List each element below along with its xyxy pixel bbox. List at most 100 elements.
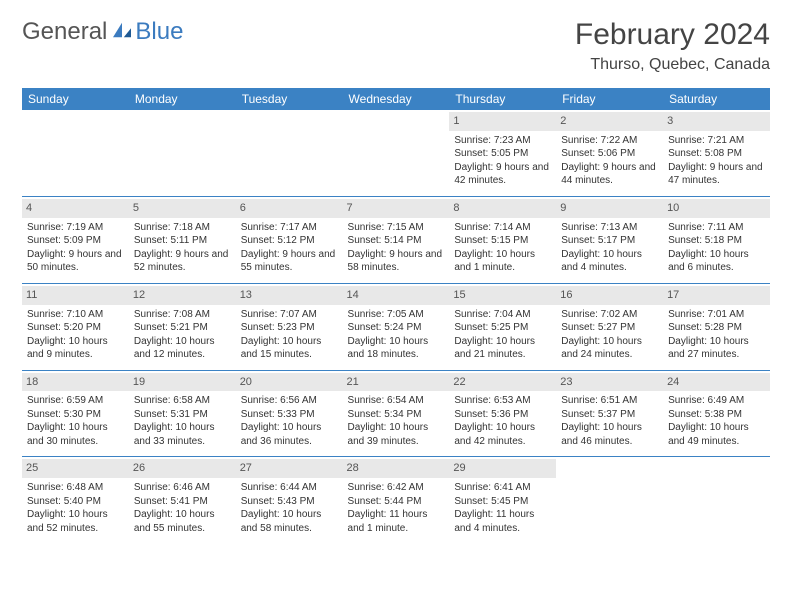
logo-text-general: General: [22, 18, 107, 46]
day-details: Sunrise: 7:17 AMSunset: 5:12 PMDaylight:…: [240, 221, 339, 275]
daylight-text: Daylight: 9 hours and 58 minutes.: [348, 248, 445, 275]
day-details: Sunrise: 7:02 AMSunset: 5:27 PMDaylight:…: [560, 308, 659, 362]
sunset-text: Sunset: 5:21 PM: [134, 321, 231, 335]
sunrise-text: Sunrise: 7:22 AM: [561, 134, 658, 148]
sunrise-text: Sunrise: 7:15 AM: [348, 221, 445, 235]
day-cell: 18Sunrise: 6:59 AMSunset: 5:30 PMDayligh…: [22, 370, 129, 457]
day-cell: 10 Sunrise: 7:11 AMSunset: 5:18 PMDayligh…: [663, 196, 770, 283]
day-cell: 15 Sunrise: 7:04 AMSunset: 5:25 PMDayligh…: [449, 283, 556, 370]
daylight-text: Daylight: 9 hours and 50 minutes.: [27, 248, 124, 275]
day-details: Sunrise: 7:22 AMSunset: 5:06 PMDaylight:…: [560, 134, 659, 188]
col-saturday: Saturday: [663, 88, 770, 110]
sunrise-text: Sunrise: 6:59 AM: [27, 394, 124, 408]
day-number: 19: [129, 373, 236, 392]
daylight-text: Daylight: 9 hours and 42 minutes.: [454, 161, 551, 188]
location-text: Thurso, Quebec, Canada: [575, 56, 770, 74]
day-details: Sunrise: 7:21 AMSunset: 5:08 PMDaylight:…: [667, 134, 766, 188]
sunset-text: Sunset: 5:24 PM: [348, 321, 445, 335]
day-details: Sunrise: 6:48 AMSunset: 5:40 PMDaylight:…: [26, 481, 125, 535]
day-cell: [22, 110, 129, 196]
day-details: Sunrise: 7:14 AMSunset: 5:15 PMDaylight:…: [453, 221, 552, 275]
col-wednesday: Wednesday: [343, 88, 450, 110]
day-cell: 6Sunrise: 7:17 AMSunset: 5:12 PMDaylight…: [236, 196, 343, 283]
sunset-text: Sunset: 5:15 PM: [454, 234, 551, 248]
sunset-text: Sunset: 5:38 PM: [668, 408, 765, 422]
day-cell: [236, 110, 343, 196]
day-cell: 17Sunrise: 7:01 AMSunset: 5:28 PMDayligh…: [663, 283, 770, 370]
day-cell: 27 Sunrise: 6:44 AMSunset: 5:43 PMDayligh…: [236, 457, 343, 543]
sunrise-text: Sunrise: 7:17 AM: [241, 221, 338, 235]
day-cell: 25Sunrise: 6:48 AMSunset: 5:40 PMDayligh…: [22, 457, 129, 543]
sunrise-text: Sunrise: 6:41 AM: [454, 481, 551, 495]
day-details: Sunrise: 7:11 AMSunset: 5:18 PMDaylight:…: [667, 221, 766, 275]
sunset-text: Sunset: 5:23 PM: [241, 321, 338, 335]
day-number: 14: [343, 286, 450, 305]
day-number: 24: [663, 373, 770, 392]
daylight-text: Daylight: 10 hours and 49 minutes.: [668, 421, 765, 448]
day-number: 10: [663, 199, 770, 218]
calendar-body: 1Sunrise: 7:23 AMSunset: 5:05 PMDaylight…: [22, 110, 770, 543]
sunrise-text: Sunrise: 7:19 AM: [27, 221, 124, 235]
day-cell: [556, 457, 663, 543]
daylight-text: Daylight: 10 hours and 12 minutes.: [134, 335, 231, 362]
sunrise-text: Sunrise: 6:54 AM: [348, 394, 445, 408]
day-number: 3: [663, 112, 770, 131]
day-cell: 4Sunrise: 7:19 AMSunset: 5:09 PMDaylight…: [22, 196, 129, 283]
daylight-text: Daylight: 10 hours and 27 minutes.: [668, 335, 765, 362]
day-details: Sunrise: 6:44 AMSunset: 5:43 PMDaylight:…: [240, 481, 339, 535]
daylight-text: Daylight: 10 hours and 58 minutes.: [241, 508, 338, 535]
daylight-text: Daylight: 10 hours and 21 minutes.: [454, 335, 551, 362]
sunrise-text: Sunrise: 6:51 AM: [561, 394, 658, 408]
day-cell: [129, 110, 236, 196]
day-cell: 12 Sunrise: 7:08 AMSunset: 5:21 PMDayligh…: [129, 283, 236, 370]
day-number: 4: [22, 199, 129, 218]
week-row: 11Sunrise: 7:10 AMSunset: 5:20 PMDayligh…: [22, 283, 770, 370]
sunrise-text: Sunrise: 6:46 AM: [134, 481, 231, 495]
day-number: 28: [343, 459, 450, 478]
daylight-text: Daylight: 10 hours and 33 minutes.: [134, 421, 231, 448]
day-number: 8: [449, 199, 556, 218]
day-number: 27: [236, 459, 343, 478]
month-title: February 2024: [575, 18, 770, 52]
daylight-text: Daylight: 9 hours and 44 minutes.: [561, 161, 658, 188]
daylight-text: Daylight: 10 hours and 1 minute.: [454, 248, 551, 275]
day-number: 20: [236, 373, 343, 392]
day-number: 17: [663, 286, 770, 305]
day-cell: 22Sunrise: 6:53 AMSunset: 5:36 PMDayligh…: [449, 370, 556, 457]
week-row: 4Sunrise: 7:19 AMSunset: 5:09 PMDaylight…: [22, 196, 770, 283]
daylight-text: Daylight: 10 hours and 18 minutes.: [348, 335, 445, 362]
sunset-text: Sunset: 5:27 PM: [561, 321, 658, 335]
daylight-text: Daylight: 10 hours and 15 minutes.: [241, 335, 338, 362]
day-number: 9: [556, 199, 663, 218]
sunset-text: Sunset: 5:36 PM: [454, 408, 551, 422]
day-number: 15: [449, 286, 556, 305]
daylight-text: Daylight: 10 hours and 39 minutes.: [348, 421, 445, 448]
sunrise-text: Sunrise: 7:07 AM: [241, 308, 338, 322]
week-row: 1Sunrise: 7:23 AMSunset: 5:05 PMDaylight…: [22, 110, 770, 196]
day-details: Sunrise: 6:56 AMSunset: 5:33 PMDaylight:…: [240, 394, 339, 448]
day-details: Sunrise: 7:07 AMSunset: 5:23 PMDaylight:…: [240, 308, 339, 362]
day-cell: 7Sunrise: 7:15 AMSunset: 5:14 PMDaylight…: [343, 196, 450, 283]
day-cell: 20 Sunrise: 6:56 AMSunset: 5:33 PMDayligh…: [236, 370, 343, 457]
sail-icon: [111, 21, 133, 39]
day-number: 12: [129, 286, 236, 305]
sunset-text: Sunset: 5:06 PM: [561, 147, 658, 161]
sunset-text: Sunset: 5:44 PM: [348, 495, 445, 509]
day-number: 22: [449, 373, 556, 392]
sunrise-text: Sunrise: 7:08 AM: [134, 308, 231, 322]
day-details: Sunrise: 7:04 AMSunset: 5:25 PMDaylight:…: [453, 308, 552, 362]
day-number: 18: [22, 373, 129, 392]
day-cell: 29Sunrise: 6:41 AMSunset: 5:45 PMDayligh…: [449, 457, 556, 543]
day-number: 23: [556, 373, 663, 392]
day-cell: 24Sunrise: 6:49 AMSunset: 5:38 PMDayligh…: [663, 370, 770, 457]
day-number: 29: [449, 459, 556, 478]
day-details: Sunrise: 7:08 AMSunset: 5:21 PMDaylight:…: [133, 308, 232, 362]
col-tuesday: Tuesday: [236, 88, 343, 110]
col-friday: Friday: [556, 88, 663, 110]
daylight-text: Daylight: 10 hours and 46 minutes.: [561, 421, 658, 448]
sunset-text: Sunset: 5:18 PM: [668, 234, 765, 248]
day-number: 11: [22, 286, 129, 305]
daylight-text: Daylight: 10 hours and 30 minutes.: [27, 421, 124, 448]
sunrise-text: Sunrise: 6:56 AM: [241, 394, 338, 408]
sunrise-text: Sunrise: 7:13 AM: [561, 221, 658, 235]
